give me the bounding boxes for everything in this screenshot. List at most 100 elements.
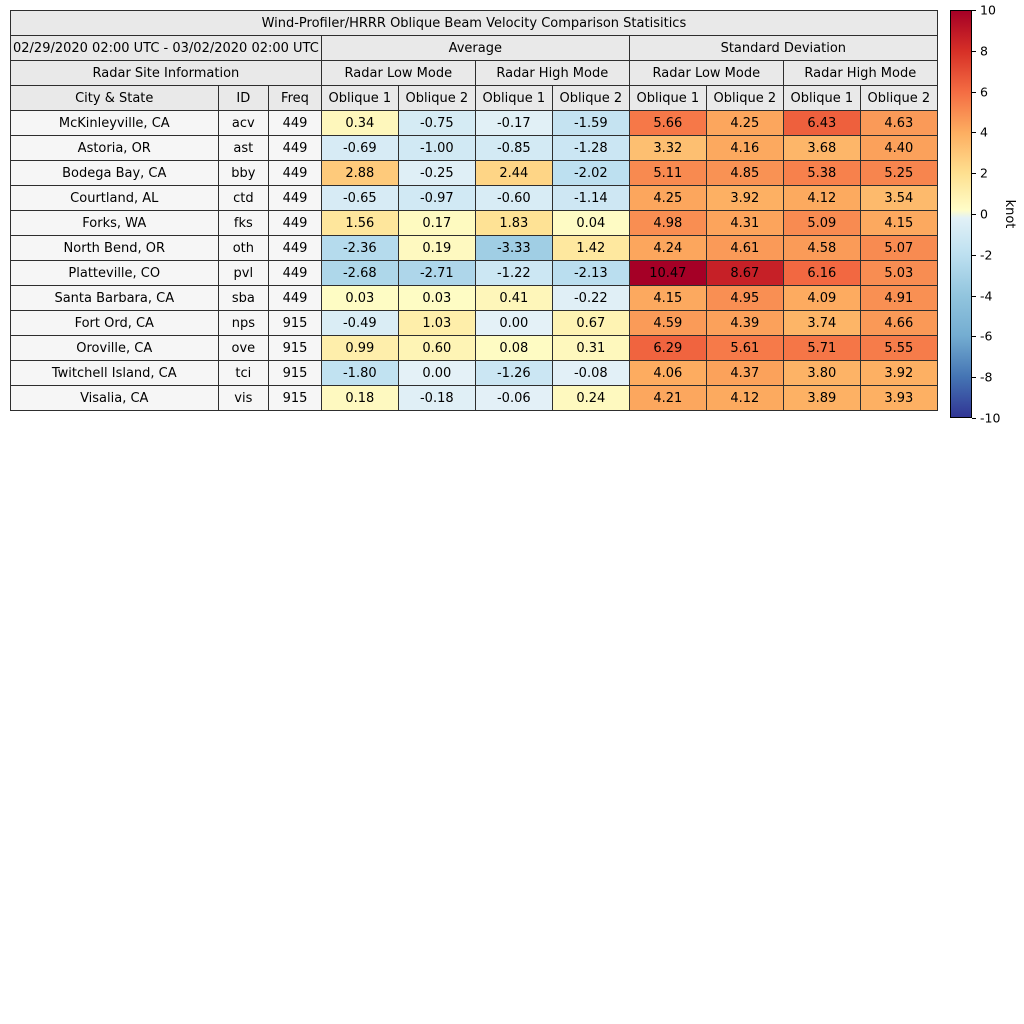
value-cell: 0.67 [551, 310, 630, 336]
freq-cell: 449 [268, 135, 322, 161]
value-cell: 4.15 [628, 285, 707, 311]
colorbar-ticklabel: 4 [980, 124, 988, 140]
col-header-oblique2: Oblique 2 [859, 85, 938, 111]
freq-cell: 449 [268, 185, 322, 211]
city-state-cell: Twitchell Island, CA [10, 360, 219, 386]
value-cell: -0.18 [397, 385, 476, 411]
value-cell: 0.00 [474, 310, 553, 336]
value-cell: 4.25 [705, 110, 784, 136]
col-header-oblique2: Oblique 2 [397, 85, 476, 111]
mode-header-row: Radar Site Information Radar Low Mode Ra… [10, 60, 938, 86]
value-cell: 4.15 [859, 210, 938, 236]
site-id-cell: tci [217, 360, 270, 386]
value-cell: -1.26 [474, 360, 553, 386]
city-state-cell: Courtland, AL [10, 185, 219, 211]
value-cell: -2.68 [320, 260, 399, 286]
col-header-oblique1: Oblique 1 [474, 85, 553, 111]
freq-cell: 915 [268, 360, 322, 386]
col-header-freq: Freq [268, 85, 322, 111]
table-row: Platteville, CO pvl 449 -2.68 -2.71 -1.22 -2.1… [10, 260, 938, 286]
value-cell: 0.08 [474, 335, 553, 361]
table-row: McKinleyville, CA acv 449 0.34 -0.75 -0.17 -1.… [10, 110, 938, 136]
value-cell: 6.16 [782, 260, 861, 286]
value-cell: 4.91 [859, 285, 938, 311]
group-header-average: Average [320, 35, 630, 61]
col-header-oblique1: Oblique 1 [320, 85, 399, 111]
site-id-cell: nps [217, 310, 270, 336]
value-cell: 0.00 [397, 360, 476, 386]
value-cell: 3.68 [782, 135, 861, 161]
site-id-cell: vis [217, 385, 270, 411]
colorbar-gradient [950, 10, 972, 418]
value-cell: 4.24 [628, 235, 707, 261]
value-cell: -0.60 [474, 185, 553, 211]
value-cell: -0.25 [397, 160, 476, 186]
value-cell: 5.61 [705, 335, 784, 361]
site-info-header: Radar Site Information [10, 60, 322, 86]
col-header-oblique2: Oblique 2 [705, 85, 784, 111]
city-state-cell: Bodega Bay, CA [10, 160, 219, 186]
value-cell: 0.03 [320, 285, 399, 311]
value-cell: 4.66 [859, 310, 938, 336]
value-cell: -0.08 [551, 360, 630, 386]
colorbar-ticklabel: 8 [980, 43, 988, 59]
value-cell: 4.16 [705, 135, 784, 161]
value-cell: 3.74 [782, 310, 861, 336]
value-cell: -1.22 [474, 260, 553, 286]
value-cell: 4.95 [705, 285, 784, 311]
site-id-cell: ove [217, 335, 270, 361]
value-cell: -2.13 [551, 260, 630, 286]
col-header-oblique1: Oblique 1 [628, 85, 707, 111]
value-cell: 1.42 [551, 235, 630, 261]
site-id-cell: pvl [217, 260, 270, 286]
value-cell: 5.55 [859, 335, 938, 361]
table-row: Bodega Bay, CA bby 449 2.88 -0.25 2.44 -2.02 5.… [10, 160, 938, 186]
site-id-cell: bby [217, 160, 270, 186]
colorbar-unit-label: knot [1002, 199, 1017, 229]
colorbar-tickmark [972, 295, 976, 297]
value-cell: 5.71 [782, 335, 861, 361]
colorbar-ticklabel: -4 [980, 288, 993, 304]
date-range: 02/29/2020 02:00 UTC - 03/02/2020 02:00 … [10, 35, 322, 61]
value-cell: 3.92 [859, 360, 938, 386]
value-cell: 4.98 [628, 210, 707, 236]
freq-cell: 449 [268, 210, 322, 236]
value-cell: 0.41 [474, 285, 553, 311]
value-cell: 5.09 [782, 210, 861, 236]
value-cell: 0.17 [397, 210, 476, 236]
value-cell: 6.29 [628, 335, 707, 361]
table-row: Twitchell Island, CA tci 915 -1.80 0.00 -1.26… [10, 360, 938, 386]
value-cell: -0.17 [474, 110, 553, 136]
table-row: Santa Barbara, CA sba 449 0.03 0.03 0.41 -0.22… [10, 285, 938, 311]
value-cell: 3.80 [782, 360, 861, 386]
value-cell: 0.31 [551, 335, 630, 361]
value-cell: 4.06 [628, 360, 707, 386]
value-cell: 4.37 [705, 360, 784, 386]
site-id-cell: oth [217, 235, 270, 261]
city-state-cell: Forks, WA [10, 210, 219, 236]
table-row: Oroville, CA ove 915 0.99 0.60 0.08 0.31 6.29 5.… [10, 335, 938, 361]
value-cell: -1.14 [551, 185, 630, 211]
value-cell: 0.03 [397, 285, 476, 311]
value-cell: 0.99 [320, 335, 399, 361]
site-id-cell: sba [217, 285, 270, 311]
colorbar-ticklabel: -6 [980, 328, 993, 344]
colorbar-ticklabel: -10 [980, 410, 1001, 426]
value-cell: 4.39 [705, 310, 784, 336]
table-row: Astoria, OR ast 449 -0.69 -1.00 -0.85 -1.28 3.3… [10, 135, 938, 161]
value-cell: -2.71 [397, 260, 476, 286]
value-cell: -0.49 [320, 310, 399, 336]
value-cell: -0.69 [320, 135, 399, 161]
value-cell: -1.28 [551, 135, 630, 161]
colorbar-ticklabel: -2 [980, 247, 993, 263]
table-body: McKinleyville, CA acv 449 0.34 -0.75 -0.17 -1.… [10, 110, 938, 411]
value-cell: 4.61 [705, 235, 784, 261]
table-row: Fort Ord, CA nps 915 -0.49 1.03 0.00 0.67 4.59 4… [10, 310, 938, 336]
value-cell: -0.65 [320, 185, 399, 211]
value-cell: 2.88 [320, 160, 399, 186]
group-header-std-deviation: Standard Deviation [628, 35, 938, 61]
value-cell: -0.97 [397, 185, 476, 211]
col-header-oblique1: Oblique 1 [782, 85, 861, 111]
freq-cell: 915 [268, 385, 322, 411]
